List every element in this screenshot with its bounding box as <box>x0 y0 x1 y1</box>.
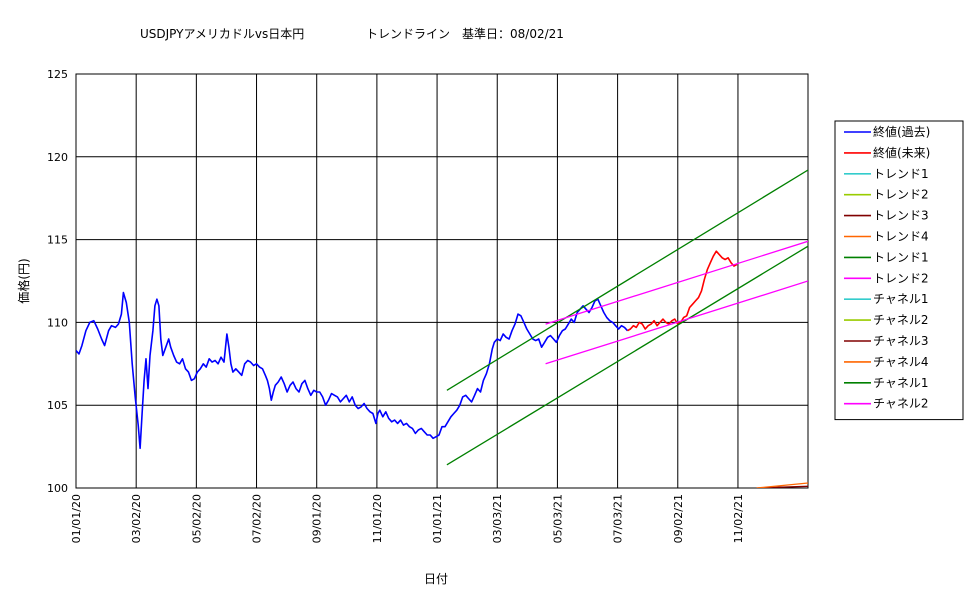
x-tick-label: 11/02/21 <box>732 494 745 543</box>
plot-area: 100 105 110 115 120 125 01/01/20 03/02/20 05/02/… <box>47 68 809 543</box>
series-line-5 <box>545 280 808 365</box>
y-tick-label: 105 <box>47 399 68 412</box>
legend-label: チャネル1 <box>873 292 929 306</box>
plot-border <box>75 73 809 489</box>
x-tick-label: 03/03/21 <box>491 494 504 543</box>
x-tick-label: 01/01/20 <box>70 494 83 543</box>
y-axis-label: 価格(円) <box>16 258 31 303</box>
y-tick-label: 120 <box>47 151 68 164</box>
x-tick-label: 09/02/21 <box>672 494 685 543</box>
chart-title-left: USDJPYアメリカドルvs日本円 <box>140 27 304 41</box>
legend-label: チャネル4 <box>873 355 929 369</box>
series-line-3 <box>446 245 808 466</box>
series-line-7 <box>756 482 808 488</box>
series-line-4 <box>545 240 808 325</box>
legend-label: トレンド2 <box>873 271 929 285</box>
series-group <box>76 169 808 488</box>
legend-label: トレンド1 <box>873 250 929 264</box>
y-tick-label: 100 <box>47 482 68 495</box>
y-tick-label: 110 <box>47 316 68 329</box>
legend: 終値(過去) 終値(未来) トレンド1 トレンド2 トレンド3 トレンド4 トレンド1 トレン… <box>834 120 964 421</box>
legend-label: 終値(未来) <box>873 145 930 160</box>
series-line-0 <box>76 291 629 450</box>
series-line-2 <box>446 169 808 391</box>
x-tick-label: 05/02/20 <box>190 494 203 543</box>
y-tick-label: 115 <box>47 234 68 247</box>
legend-label: 終値(過去) <box>873 124 930 139</box>
legend-label: チャネル3 <box>873 334 929 348</box>
x-tick-label: 03/02/20 <box>130 494 143 543</box>
legend-label: チャネル2 <box>873 397 929 411</box>
series-line-1 <box>627 250 738 332</box>
x-tick-label: 01/01/21 <box>431 494 444 543</box>
legend-label: チャネル2 <box>873 313 929 327</box>
y-tick-label: 125 <box>47 68 68 81</box>
legend-label: トレンド1 <box>873 167 929 181</box>
x-tick-label: 07/02/20 <box>251 494 264 543</box>
legend-box <box>834 120 964 421</box>
legend-label: トレンド4 <box>873 230 929 244</box>
legend-label: チャネル1 <box>873 376 929 390</box>
chart-title-right: トレンドライン 基準日：08/02/21 <box>366 26 564 41</box>
x-axis-label: 日付 <box>424 572 448 586</box>
x-tick-label: 05/03/21 <box>551 494 564 543</box>
x-tick-label: 07/03/21 <box>612 494 625 543</box>
legend-label: トレンド2 <box>873 188 929 202</box>
legend-label: トレンド3 <box>873 209 929 223</box>
x-tick-label: 09/01/20 <box>311 494 324 543</box>
x-tick-label: 11/01/20 <box>371 494 384 543</box>
